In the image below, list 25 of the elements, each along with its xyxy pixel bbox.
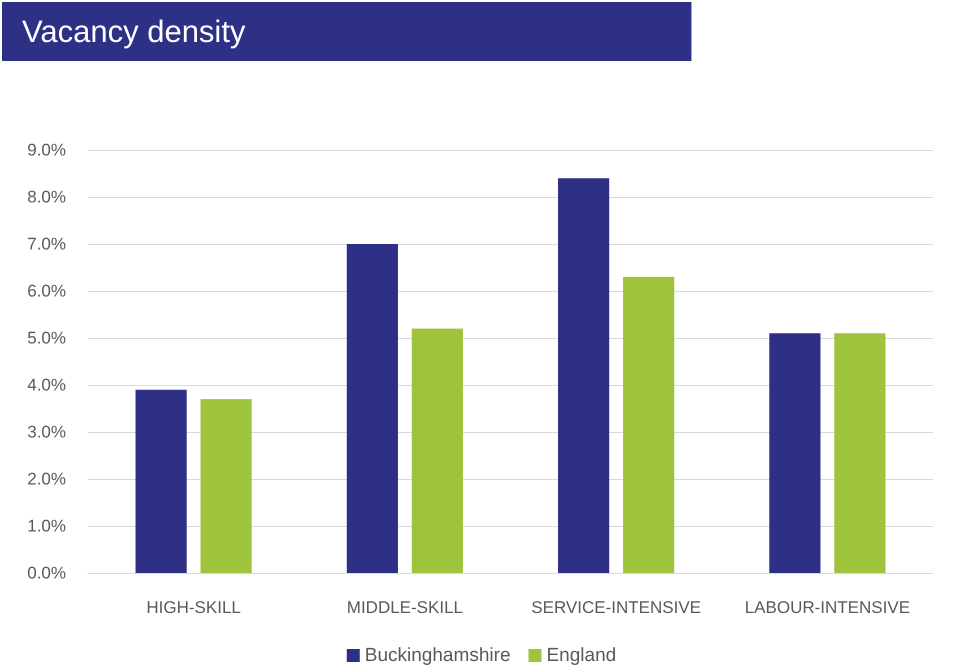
- y-tick-label: 6.0%: [27, 282, 66, 300]
- y-tick-label: 2.0%: [27, 470, 66, 488]
- bar: [769, 333, 820, 573]
- bar: [346, 244, 398, 573]
- x-tick-label: MIDDLE-SKILL: [346, 598, 463, 617]
- bar: [136, 390, 187, 573]
- legend-label: Buckinghamshire: [364, 645, 511, 666]
- y-tick-label: 8.0%: [27, 188, 66, 206]
- bar: [623, 276, 674, 573]
- y-tick-label: 0.0%: [27, 564, 66, 582]
- y-tick-label: 3.0%: [27, 422, 66, 442]
- y-tick-label: 7.0%: [27, 234, 66, 254]
- x-tick-label: LABOUR-INTENSIVE: [744, 598, 910, 617]
- y-tick-label: 1.0%: [27, 516, 66, 536]
- y-tick-label: 9.0%: [27, 140, 66, 160]
- y-tick-label: 4.0%: [27, 376, 66, 394]
- chart-title: Vacancy density: [22, 14, 246, 49]
- legend-label: England: [546, 645, 616, 666]
- bar: [200, 399, 252, 573]
- y-tick-label: 5.0%: [27, 328, 66, 348]
- bar: [834, 333, 886, 573]
- x-tick-label: SERVICE-INTENSIVE: [531, 598, 701, 617]
- bar: [558, 178, 610, 573]
- bar: [412, 328, 463, 573]
- x-tick-label: HIGH-SKILL: [146, 598, 241, 617]
